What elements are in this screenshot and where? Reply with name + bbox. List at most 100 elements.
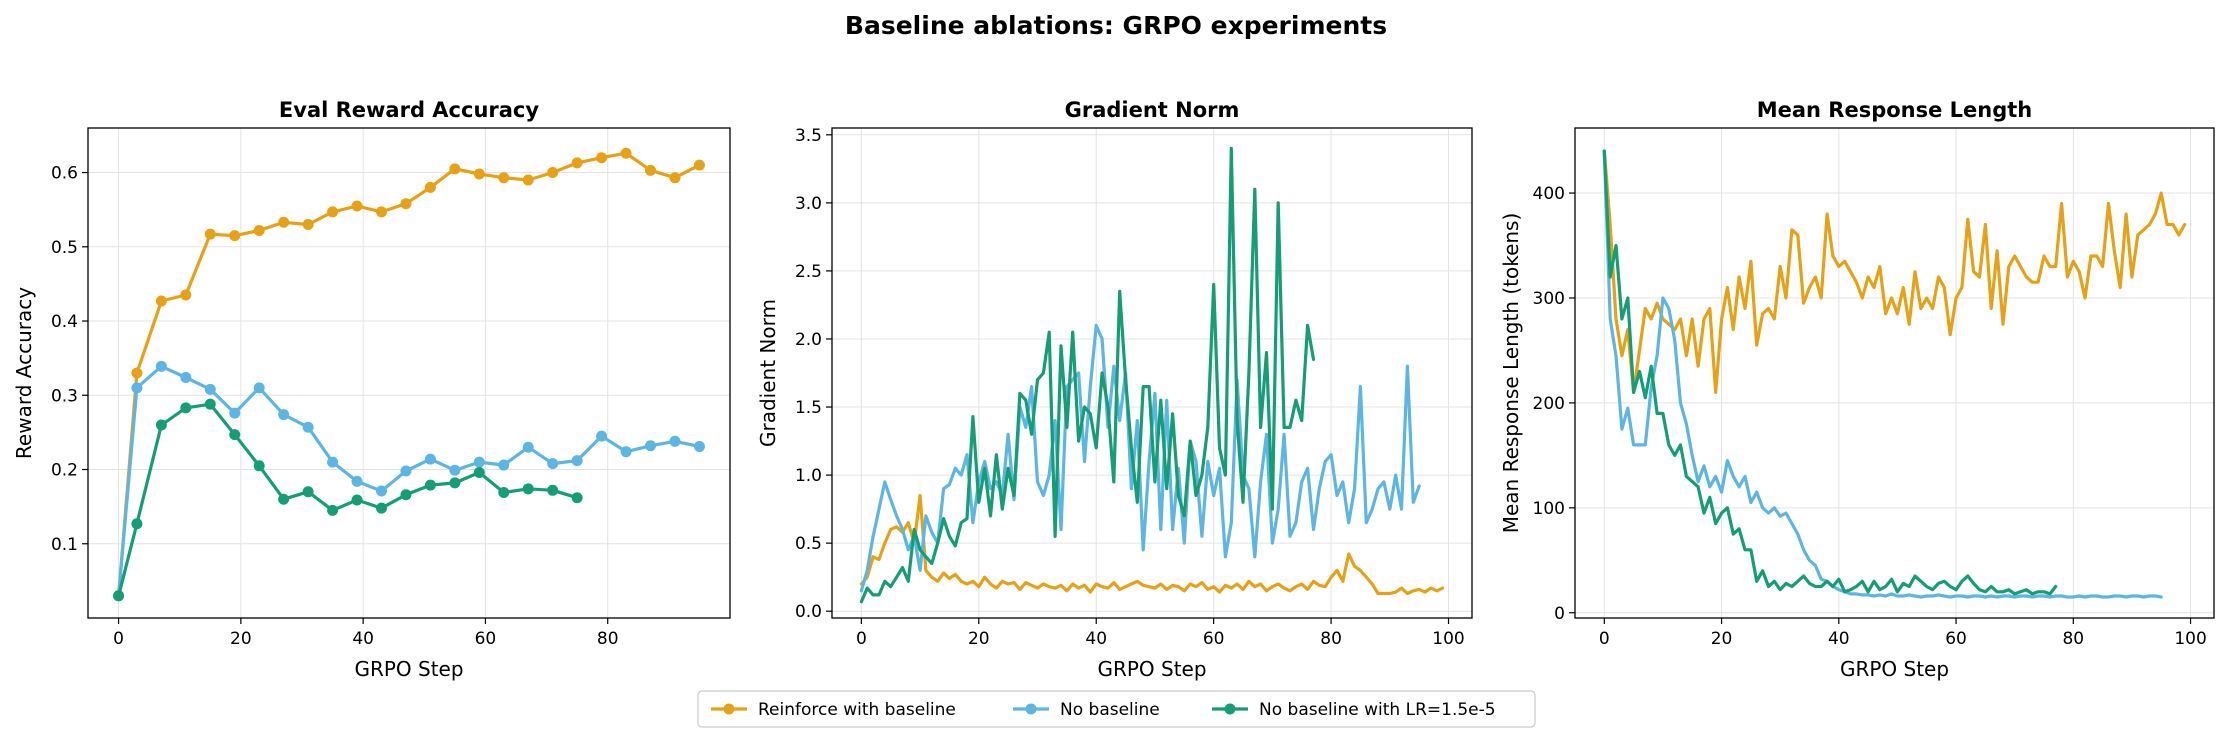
- data-point: [669, 435, 681, 447]
- y-tick-label: 2.5: [795, 262, 822, 282]
- data-point: [596, 152, 608, 164]
- data-point: [327, 456, 339, 468]
- data-point: [302, 421, 314, 433]
- legend-entry-2: No baseline: [1013, 700, 1160, 720]
- data-point: [400, 465, 412, 477]
- data-point: [155, 360, 167, 372]
- series-line-1: [859, 493, 1445, 596]
- y-tick-label: 0.3: [51, 386, 78, 406]
- data-point: [424, 181, 436, 193]
- data-point: [522, 483, 534, 495]
- x-tick-label: 40: [352, 629, 374, 649]
- data-point: [375, 502, 387, 514]
- legend-entry-3: No baseline with LR=1.5e-5: [1212, 700, 1496, 720]
- series-line-3: [1602, 149, 2058, 596]
- x-tick-label: 60: [1203, 629, 1225, 649]
- data-point: [229, 230, 241, 242]
- x-tick-label: 100: [2174, 629, 2206, 649]
- data-point: [278, 216, 290, 228]
- y-axis-label: Gradient Norm: [756, 299, 780, 447]
- x-axis-label: GRPO Step: [354, 657, 463, 681]
- x-tick-label: 80: [597, 629, 619, 649]
- data-point: [547, 458, 559, 470]
- data-point: [155, 295, 167, 307]
- x-tick-label: 80: [1320, 629, 1342, 649]
- panel-title: Mean Response Length: [1757, 98, 2033, 122]
- x-tick-label: 20: [1711, 629, 1733, 649]
- series-line-1: [116, 151, 702, 598]
- data-point: [498, 172, 510, 184]
- data-point: [278, 409, 290, 421]
- data-point: [449, 464, 461, 476]
- data-point: [693, 159, 705, 171]
- data-point: [375, 206, 387, 218]
- data-point: [547, 484, 559, 496]
- figure-title: Baseline ablations: GRPO experiments: [845, 11, 1387, 40]
- data-point: [375, 485, 387, 497]
- data-point: [693, 441, 705, 452]
- y-tick-label: 2.0: [795, 330, 822, 350]
- x-tick-label: 0: [856, 629, 867, 649]
- panel-title: Eval Reward Accuracy: [279, 98, 539, 122]
- panel-2: 0 20 40 60 80 100 0.0 0.5 1.0 1.5 2.0 2.5 3.0 3.5 Grad…: [756, 98, 1473, 681]
- data-point: [351, 494, 363, 506]
- y-tick-label: 0.2: [51, 461, 78, 481]
- data-point: [131, 367, 143, 379]
- data-point: [571, 455, 583, 467]
- y-tick-label: 0.4: [51, 312, 78, 332]
- legend-label: Reinforce with baseline: [758, 700, 956, 720]
- x-axis-label: GRPO Step: [1097, 657, 1206, 681]
- data-point: [449, 163, 461, 175]
- y-tick-label: 200: [1533, 394, 1565, 414]
- data-point: [155, 419, 167, 431]
- x-tick-label: 100: [1432, 629, 1464, 649]
- legend-box: [697, 690, 1536, 728]
- data-point: [302, 486, 314, 498]
- data-point: [253, 224, 265, 236]
- plot-frame: [1574, 127, 2215, 619]
- series-line-3: [116, 402, 579, 598]
- data-point: [620, 446, 632, 458]
- y-tick-label: 300: [1533, 289, 1565, 309]
- y-tick-label: 3.5: [795, 126, 822, 146]
- data-point: [113, 590, 125, 602]
- panels: 0 20 40 60 80 0.1 0.2 0.3 0.4 0.5 0.6 Eval Reward A…: [12, 98, 2215, 681]
- data-point: [180, 371, 192, 383]
- y-tick-label: 400: [1533, 184, 1565, 204]
- data-point: [498, 459, 510, 471]
- data-point: [278, 493, 290, 505]
- plot-frame: [87, 127, 731, 619]
- data-point: [229, 429, 241, 441]
- y-axis-label: Mean Response Length (tokens): [1499, 213, 1523, 534]
- x-tick-label: 80: [2062, 629, 2084, 649]
- data-point: [253, 460, 265, 472]
- y-axis-label: Reward Accuracy: [12, 287, 36, 459]
- data-point: [473, 466, 485, 478]
- x-tick-label: 40: [1085, 629, 1107, 649]
- series-line-2: [116, 364, 702, 598]
- data-point: [645, 440, 657, 452]
- y-tick-label: 1.5: [795, 398, 822, 418]
- data-point: [522, 174, 534, 186]
- x-tick-label: 0: [113, 629, 124, 649]
- data-point: [449, 477, 461, 489]
- data-point: [351, 475, 363, 487]
- x-tick-label: 20: [968, 629, 990, 649]
- panel-title: Gradient Norm: [1065, 98, 1240, 122]
- data-point: [571, 157, 583, 169]
- data-point: [473, 456, 485, 468]
- data-point: [669, 172, 681, 184]
- data-point: [204, 228, 216, 240]
- data-point: [547, 167, 559, 179]
- legend-marker: [1025, 703, 1037, 715]
- data-point: [327, 206, 339, 218]
- data-point: [302, 219, 314, 231]
- x-tick-label: 60: [475, 629, 497, 649]
- x-axis-label: GRPO Step: [1840, 657, 1949, 681]
- data-point: [253, 382, 265, 394]
- y-tick-label: 3.0: [795, 194, 822, 214]
- legend-label: No baseline with LR=1.5e-5: [1259, 700, 1496, 720]
- data-point: [645, 164, 657, 176]
- data-point: [400, 198, 412, 210]
